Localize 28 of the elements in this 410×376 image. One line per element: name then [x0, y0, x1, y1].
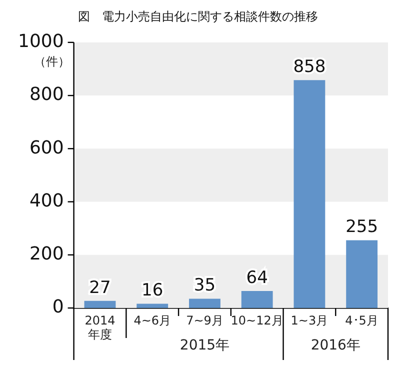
- bar: [294, 80, 326, 308]
- bar: [346, 240, 378, 308]
- y-tick-label: 600: [29, 137, 64, 158]
- bar: [84, 300, 116, 308]
- text: 2016年: [310, 338, 360, 354]
- x-tick-label: 1~3月: [290, 313, 328, 328]
- data-label: 255: [346, 217, 378, 238]
- x-tick-label: 2014 年度: [84, 313, 116, 342]
- data-label: 858: [293, 57, 326, 78]
- x-tick-label: 4~6月: [134, 313, 172, 328]
- chart-title: 図 電力小売自由化に関する相談件数の推移: [78, 9, 318, 24]
- y-axis-title: （件）: [34, 54, 70, 69]
- y-tick-label: 800: [29, 84, 64, 106]
- y-tick-label: 400: [29, 190, 64, 212]
- text: 2015年: [180, 338, 230, 354]
- data-label: 16: [142, 280, 164, 301]
- bar: [241, 291, 273, 308]
- bar: [189, 298, 220, 308]
- x-tick-label: 4･5月: [345, 313, 378, 328]
- data-label: 35: [194, 276, 216, 296]
- data-label: 27: [89, 278, 111, 298]
- y-tick-label: 0: [52, 296, 64, 318]
- y-tick-label: 1000: [18, 31, 64, 52]
- x-tick-label: 7~9月: [186, 313, 224, 328]
- y-tick-label: 200: [29, 244, 64, 265]
- data-label: 64: [246, 268, 268, 288]
- x-tick-label: 10~12月: [230, 313, 284, 328]
- bar: [136, 304, 168, 308]
